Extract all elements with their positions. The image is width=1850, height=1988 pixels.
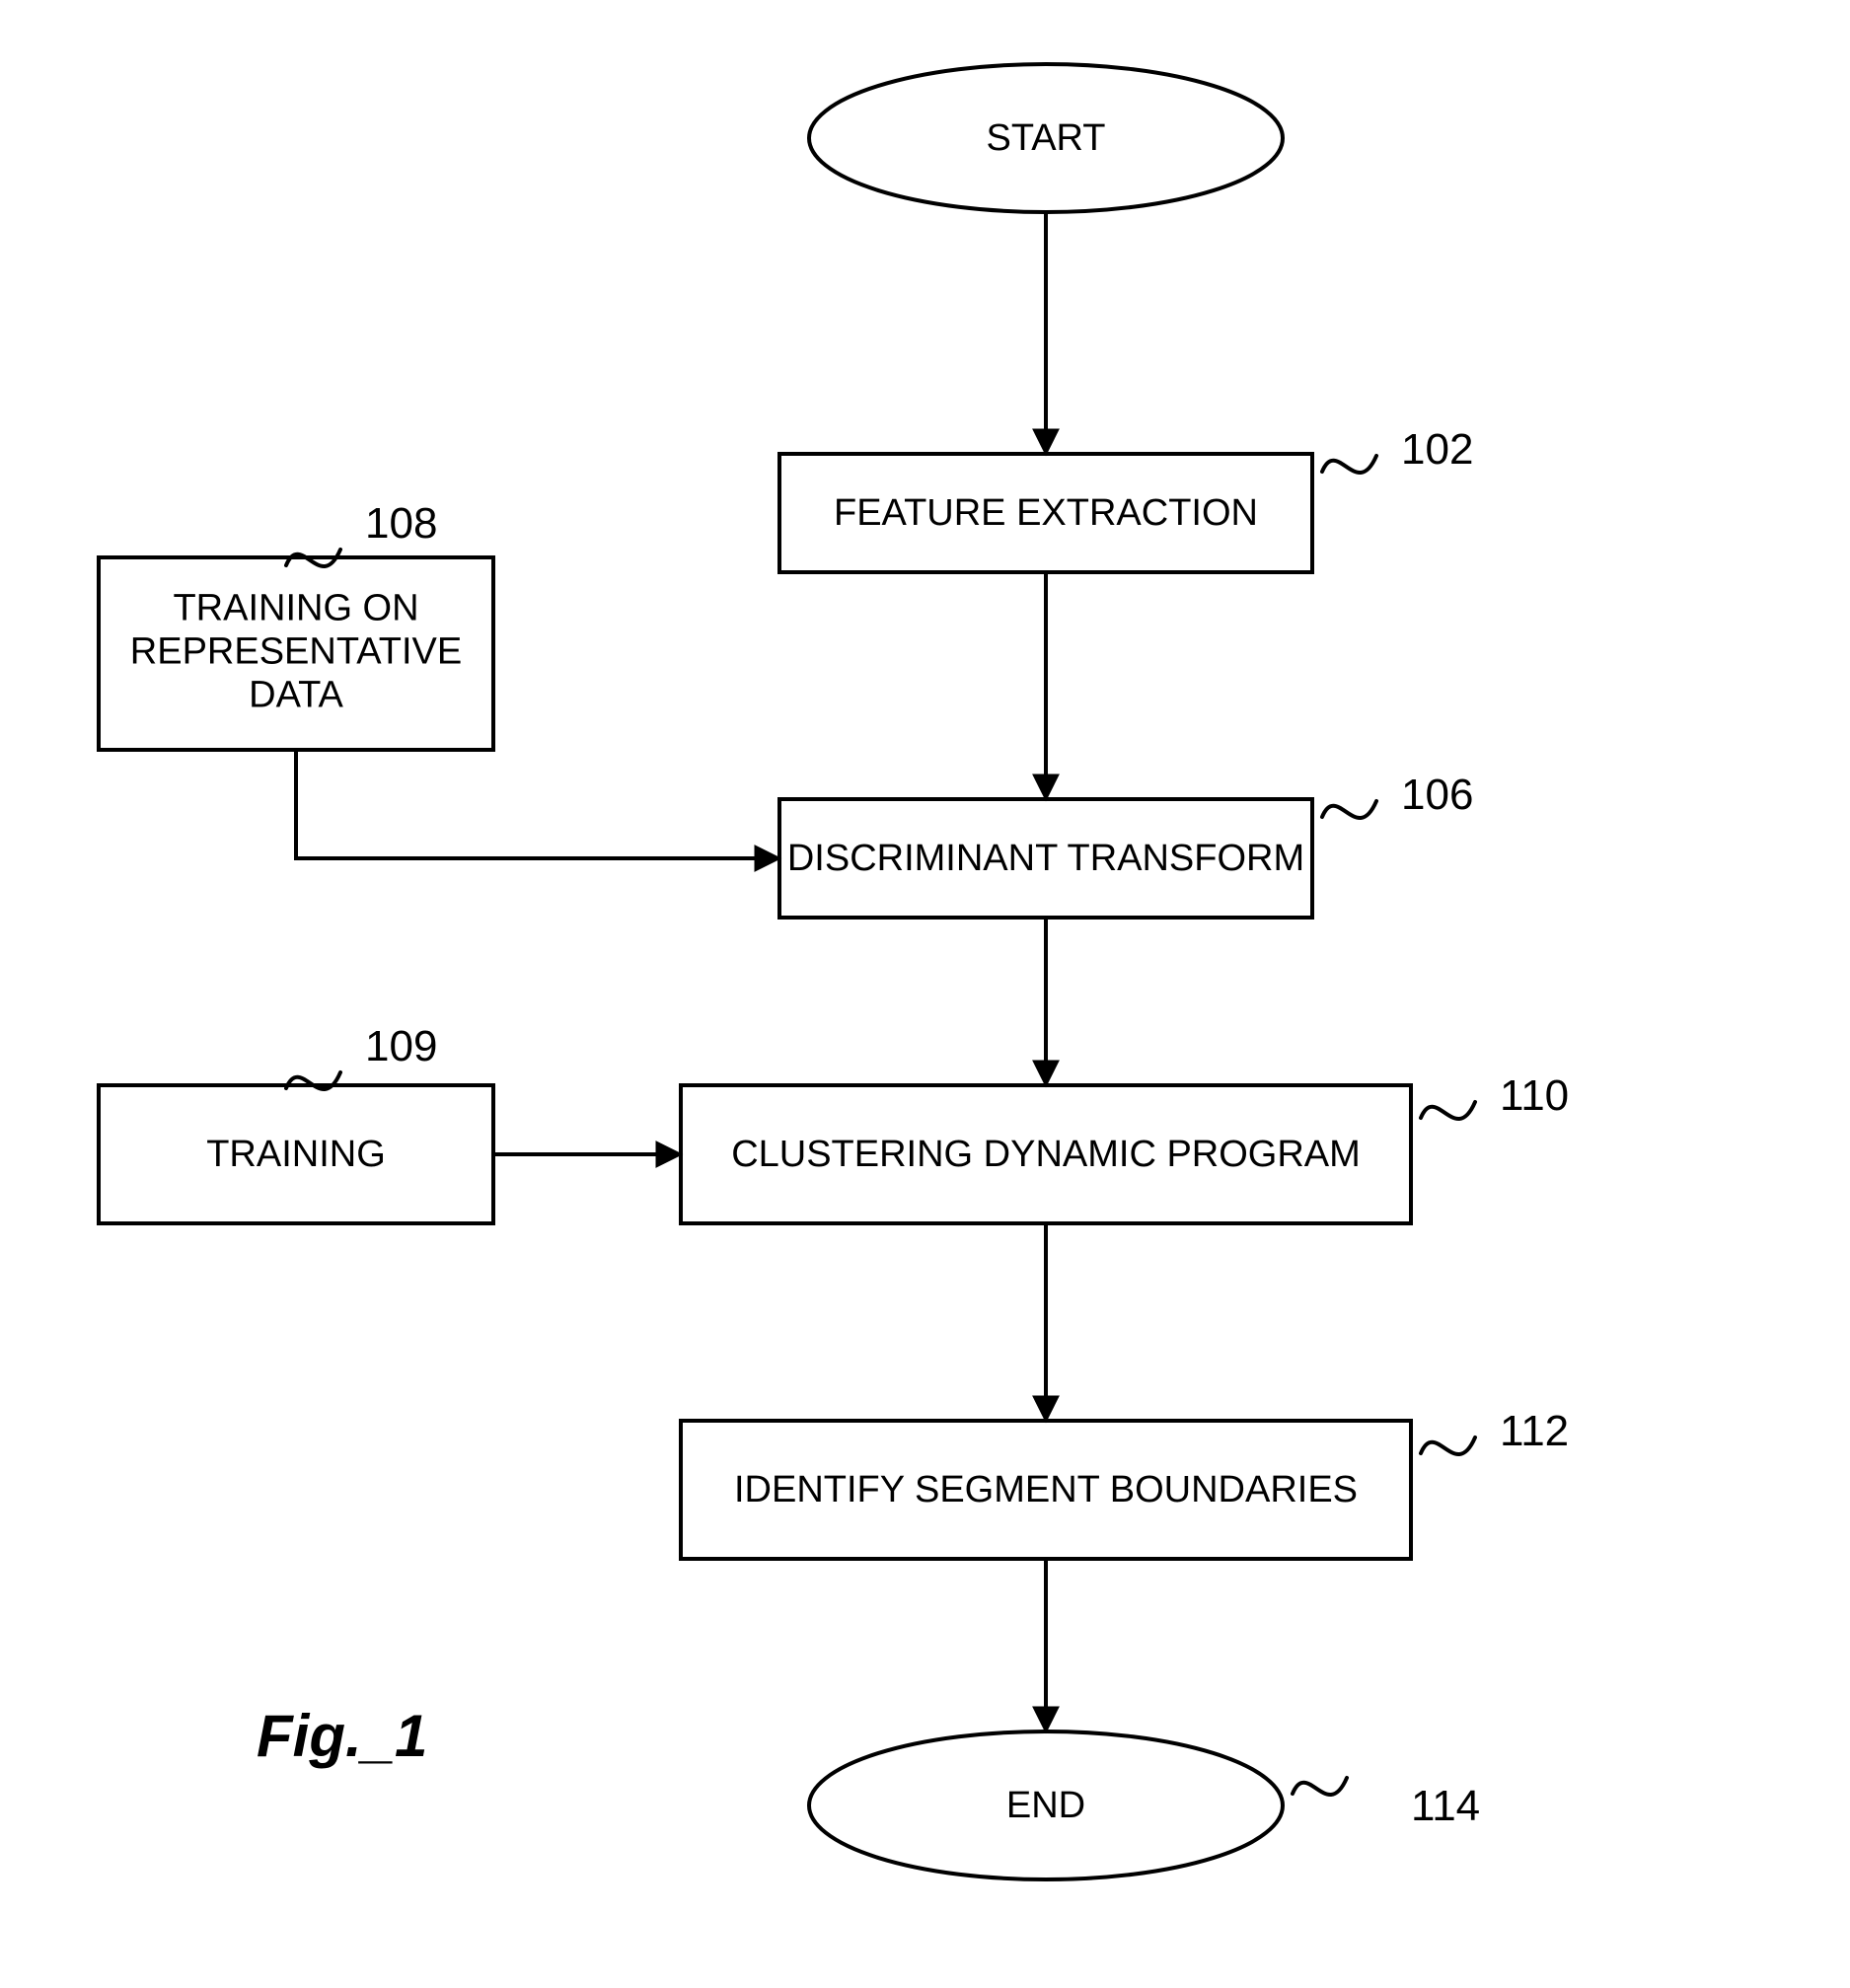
figure-label: Fig._1 [257, 1703, 427, 1769]
refnum-109: 109 [365, 1022, 437, 1070]
n106-label: DISCRIMINANT TRANSFORM [787, 838, 1304, 879]
node-n108: TRAINING ONREPRESENTATIVEDATA 108 [99, 499, 493, 750]
refnum-108: 108 [365, 499, 437, 548]
edge-5 [296, 750, 779, 858]
refnum-102: 102 [1401, 425, 1473, 474]
n108-label-line-2: DATA [249, 675, 343, 716]
end-label: END [1006, 1785, 1085, 1826]
start-label: START [986, 117, 1105, 159]
refnum-110: 110 [1500, 1071, 1569, 1120]
node-n110: CLUSTERING DYNAMIC PROGRAM 110 [681, 1071, 1569, 1223]
node-n112: IDENTIFY SEGMENT BOUNDARIES 112 [681, 1407, 1569, 1559]
node-n109: TRAINING 109 [99, 1022, 493, 1223]
node-start: START [809, 64, 1283, 212]
node-n106: DISCRIMINANT TRANSFORM 106 [779, 771, 1473, 918]
refnum-112: 112 [1500, 1407, 1569, 1455]
n108-label-line-1: REPRESENTATIVE [130, 631, 462, 673]
refnum-106: 106 [1401, 771, 1473, 819]
n109-label: TRAINING [206, 1134, 386, 1175]
n112-label: IDENTIFY SEGMENT BOUNDARIES [734, 1469, 1358, 1510]
node-end: END 114 [809, 1731, 1480, 1879]
n110-label: CLUSTERING DYNAMIC PROGRAM [731, 1134, 1361, 1175]
refnum-114: 114 [1411, 1782, 1480, 1830]
n102-label: FEATURE EXTRACTION [834, 492, 1258, 534]
n108-label-line-0: TRAINING ON [173, 588, 418, 629]
node-n102: FEATURE EXTRACTION 102 [779, 425, 1473, 572]
